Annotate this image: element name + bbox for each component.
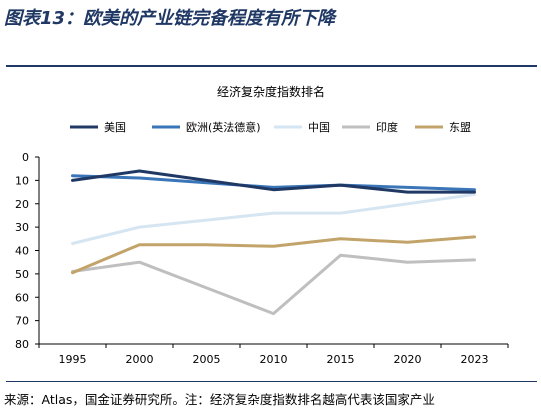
x-tick-label: 2020 <box>394 353 422 366</box>
x-tick-label: 2023 <box>461 353 489 366</box>
footer-rule <box>6 381 537 382</box>
chart-title: 经济复杂度指数排名 <box>217 84 325 99</box>
legend-label: 欧洲(英法德意) <box>186 120 261 134</box>
figure-title: 图表13：欧美的产业链完备程度有所下降 <box>4 8 336 29</box>
legend-label: 美国 <box>104 121 126 134</box>
x-tick-label: 2000 <box>126 353 154 366</box>
legend-label: 中国 <box>308 121 330 134</box>
legend-label: 印度 <box>376 120 398 134</box>
x-tick-label: 1995 <box>59 353 87 366</box>
title-rule <box>6 65 537 67</box>
y-tick-label: 0 <box>22 151 29 164</box>
y-tick-label: 50 <box>15 268 29 281</box>
series-line-3 <box>71 253 476 316</box>
series-line-4 <box>71 235 476 275</box>
y-tick-label: 40 <box>15 245 29 258</box>
y-tick-label: 80 <box>15 338 29 351</box>
y-tick-label: 70 <box>15 315 29 328</box>
y-tick-label: 20 <box>15 198 29 211</box>
legend: 美国 欧洲(英法德意) 中国 印度 东盟 <box>70 120 471 134</box>
x-tick-label: 2010 <box>260 353 288 366</box>
series-line-2 <box>71 192 476 245</box>
source-note: 来源：Atlas，国金证券研究所。注：经济复杂度指数排名越高代表该国家产业 <box>4 392 435 407</box>
series-line-0 <box>71 169 476 194</box>
legend-label: 东盟 <box>449 121 471 134</box>
x-tick-label: 2005 <box>193 353 221 366</box>
y-tick-label: 60 <box>15 291 29 304</box>
plot-area: 0 10 20 30 40 50 60 70 80 1995 2000 2005 2010 2015 202… <box>15 151 509 366</box>
y-tick-label: 30 <box>15 221 29 234</box>
y-tick-label: 10 <box>15 174 29 187</box>
x-tick-label: 2015 <box>327 353 355 366</box>
series-line-1 <box>71 174 476 192</box>
